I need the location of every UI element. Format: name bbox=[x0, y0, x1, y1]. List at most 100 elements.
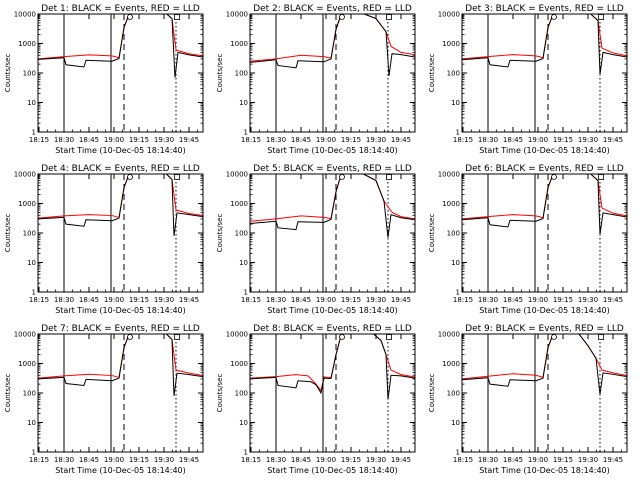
x-ticks: 18:15 18:30 18:45 19:00 19:15 19:30 19:45 bbox=[453, 334, 623, 464]
events-series-line bbox=[38, 334, 203, 396]
y-tick-label: 1000 bbox=[18, 360, 36, 368]
x-tick-label: 19:30 bbox=[154, 136, 174, 144]
y-tick-label: 1000 bbox=[18, 200, 36, 208]
y-tick-label: 100 bbox=[23, 230, 36, 238]
x-tick-label: 19:00 bbox=[104, 136, 124, 144]
plot-frame bbox=[37, 333, 204, 453]
detector-panel-9: Det 9: BLACK = Events, RED = LLD Counts/s… bbox=[428, 324, 628, 475]
detector-panel-2: Det 2: BLACK = Events, RED = LLD Counts/s… bbox=[216, 4, 416, 155]
y-tick-label: 1000 bbox=[442, 360, 460, 368]
x-tick-label: 18:45 bbox=[291, 456, 311, 464]
x-tick-label: 19:00 bbox=[104, 456, 124, 464]
x-tick-label: 19:30 bbox=[366, 456, 386, 464]
y-tick-label: 1000 bbox=[230, 40, 248, 48]
x-tick-label: 19:45 bbox=[179, 136, 199, 144]
circle-marker bbox=[551, 14, 557, 20]
y-tick-label: 10000 bbox=[14, 11, 36, 19]
x-tick-label: 18:15 bbox=[29, 136, 49, 144]
y-tick-label: 100 bbox=[23, 70, 36, 78]
x-tick-label: 18:30 bbox=[266, 136, 286, 144]
x-tick-label: 18:15 bbox=[453, 456, 473, 464]
square-marker bbox=[174, 174, 180, 180]
y-axis-label: Counts/sec bbox=[4, 214, 12, 253]
y-ticks: 1 10 100 1000 10000 bbox=[226, 171, 415, 297]
x-ticks: 18:15 18:30 18:45 19:00 19:15 19:30 19:45 bbox=[453, 174, 623, 304]
x-tick-label: 18:30 bbox=[266, 456, 286, 464]
y-axis-label: Counts/sec bbox=[216, 214, 224, 253]
x-tick-label: 19:00 bbox=[316, 136, 336, 144]
x-axis-label: Start Time (10-Dec-05 18:14:40) bbox=[479, 466, 610, 475]
detector-panel-8: Det 8: BLACK = Events, RED = LLD Counts/s… bbox=[216, 324, 416, 475]
y-tick-label: 10 bbox=[27, 259, 36, 267]
x-tick-label: 19:45 bbox=[179, 296, 199, 304]
square-marker bbox=[386, 174, 392, 180]
events-series-line bbox=[250, 334, 415, 400]
series-group bbox=[250, 334, 415, 400]
x-ticks: 18:15 18:30 18:45 19:00 19:15 19:30 19:45 bbox=[241, 14, 411, 144]
circle-marker bbox=[339, 334, 345, 340]
series-group bbox=[38, 334, 203, 396]
detector-panel-5: Det 5: BLACK = Events, RED = LLD Counts/s… bbox=[216, 164, 416, 315]
vertical-markers bbox=[63, 14, 177, 132]
x-tick-label: 19:45 bbox=[391, 296, 411, 304]
x-axis-label: Start Time (10-Dec-05 18:14:40) bbox=[267, 466, 398, 475]
plot-frame bbox=[461, 173, 628, 293]
circle-marker bbox=[339, 174, 345, 180]
series-group bbox=[462, 14, 627, 75]
x-tick-label: 19:15 bbox=[553, 296, 573, 304]
plot-frame bbox=[249, 173, 416, 293]
x-tick-label: 19:15 bbox=[129, 296, 149, 304]
y-ticks: 1 10 100 1000 10000 bbox=[438, 331, 627, 457]
x-ticks: 18:15 18:30 18:45 19:00 19:15 19:30 19:45 bbox=[241, 334, 411, 464]
x-tick-label: 19:00 bbox=[528, 136, 548, 144]
square-marker bbox=[174, 14, 180, 20]
panel-title: Det 1: BLACK = Events, RED = LLD bbox=[41, 4, 200, 14]
plot-frame bbox=[461, 13, 628, 133]
y-tick-label: 10000 bbox=[226, 331, 248, 339]
x-tick-label: 19:45 bbox=[391, 136, 411, 144]
x-tick-label: 18:45 bbox=[79, 456, 99, 464]
x-tick-label: 19:00 bbox=[104, 296, 124, 304]
series-group bbox=[38, 174, 203, 236]
x-tick-label: 18:45 bbox=[79, 136, 99, 144]
x-tick-label: 19:30 bbox=[578, 296, 598, 304]
y-tick-label: 10 bbox=[451, 419, 460, 427]
vertical-markers bbox=[487, 14, 601, 132]
detector-panel-3: Det 3: BLACK = Events, RED = LLD Counts/s… bbox=[428, 4, 628, 155]
x-tick-label: 19:45 bbox=[179, 456, 199, 464]
y-tick-label: 1000 bbox=[442, 40, 460, 48]
x-axis-label: Start Time (10-Dec-05 18:14:40) bbox=[55, 146, 186, 155]
x-tick-label: 19:15 bbox=[129, 456, 149, 464]
vertical-markers bbox=[63, 174, 177, 292]
square-marker bbox=[598, 334, 604, 340]
x-ticks: 18:15 18:30 18:45 19:00 19:15 19:30 19:45 bbox=[241, 174, 411, 304]
y-axis-label: Counts/sec bbox=[428, 54, 436, 93]
x-tick-label: 19:45 bbox=[603, 296, 623, 304]
x-tick-label: 19:30 bbox=[578, 456, 598, 464]
x-tick-label: 18:45 bbox=[503, 296, 523, 304]
vertical-markers bbox=[275, 14, 389, 132]
detector-panel-4: Det 4: BLACK = Events, RED = LLD Counts/s… bbox=[4, 164, 204, 315]
y-axis-label: Counts/sec bbox=[428, 374, 436, 413]
x-tick-label: 19:30 bbox=[366, 296, 386, 304]
x-tick-label: 19:45 bbox=[603, 136, 623, 144]
x-tick-label: 19:30 bbox=[154, 296, 174, 304]
plot-frame bbox=[461, 333, 628, 453]
x-tick-label: 18:45 bbox=[291, 296, 311, 304]
events-series-line bbox=[462, 334, 627, 395]
x-tick-label: 19:45 bbox=[603, 456, 623, 464]
x-tick-label: 19:30 bbox=[366, 136, 386, 144]
y-axis-label: Counts/sec bbox=[216, 54, 224, 93]
x-ticks: 18:15 18:30 18:45 19:00 19:15 19:30 19:45 bbox=[29, 14, 199, 144]
x-tick-label: 19:00 bbox=[528, 296, 548, 304]
x-tick-label: 19:00 bbox=[316, 296, 336, 304]
vertical-markers bbox=[63, 334, 177, 452]
panel-title: Det 6: BLACK = Events, RED = LLD bbox=[465, 164, 624, 174]
x-tick-label: 19:15 bbox=[553, 136, 573, 144]
y-tick-label: 1 bbox=[456, 449, 460, 457]
events-series-line bbox=[250, 14, 415, 76]
x-tick-label: 19:15 bbox=[341, 456, 361, 464]
x-tick-label: 18:30 bbox=[478, 136, 498, 144]
y-tick-label: 1 bbox=[456, 289, 460, 297]
events-series-line bbox=[250, 174, 415, 238]
